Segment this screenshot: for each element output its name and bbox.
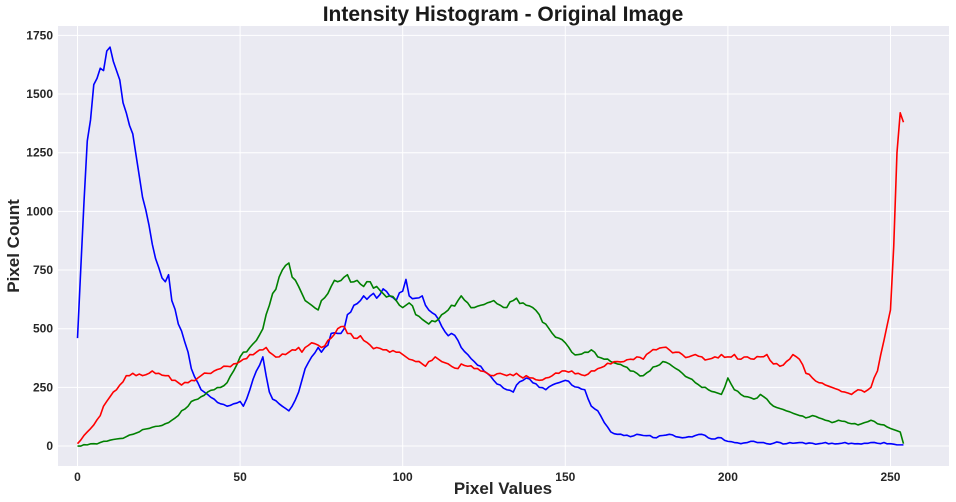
x-tick-label: 0 (74, 470, 81, 484)
grid-lines (58, 26, 949, 466)
x-tick-label: 200 (718, 470, 738, 484)
series-line (76, 112, 905, 445)
y-tick-labels: 0 250 500 750 1000 1250 1500 1750 (26, 28, 53, 453)
x-axis-label: Pixel Values (454, 479, 552, 498)
x-tick-label: 150 (555, 470, 575, 484)
y-tick-label: 1750 (26, 28, 53, 42)
chart-title: Intensity Histogram - Original Image (323, 3, 684, 26)
x-tick-labels: 0 50 100 150 200 250 (74, 470, 901, 484)
y-tick-label: 750 (33, 263, 53, 277)
y-tick-label: 1500 (26, 87, 53, 101)
x-tick-label: 250 (880, 470, 900, 484)
series-line (77, 262, 905, 447)
y-tick-label: 250 (33, 380, 53, 394)
plot-area (58, 26, 949, 466)
y-tick-label: 500 (33, 322, 53, 336)
series-lines (76, 46, 905, 447)
y-axis-label: Pixel Count (4, 199, 23, 293)
x-tick-label: 50 (233, 470, 247, 484)
y-tick-label: 1250 (26, 146, 53, 160)
y-tick-label: 1000 (26, 204, 53, 218)
y-tick-label: 0 (46, 439, 53, 453)
x-tick-label: 100 (393, 470, 413, 484)
